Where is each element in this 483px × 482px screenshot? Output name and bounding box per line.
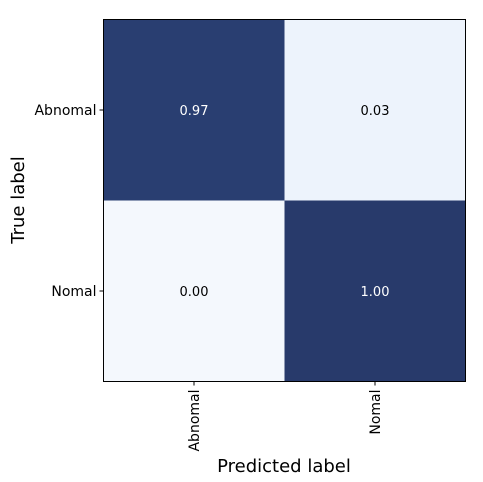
x-tick-label: Abnomal — [187, 390, 203, 452]
y-tick-label: Nomal — [51, 284, 96, 300]
axis-ticks: Abnomal Nomal Abnomal Nomal — [34, 103, 384, 452]
cell-value-label: 0.00 — [180, 285, 209, 300]
heatmap-cell — [284, 19, 466, 201]
x-tick-label: Nomal — [368, 390, 384, 435]
plot-frame — [103, 19, 466, 382]
cell-value-label: 0.03 — [361, 104, 390, 119]
y-tick-label: Abnomal — [34, 103, 96, 119]
cell-value-label: 0.97 — [180, 104, 209, 119]
cell-value-label: 1.00 — [361, 285, 390, 300]
heatmap-cells: 0.97 0.03 0.00 1.00 — [103, 19, 466, 382]
heatmap-cell — [284, 200, 466, 382]
heatmap-cell — [103, 200, 285, 382]
heatmap-cell — [103, 19, 285, 201]
x-axis-title: Predicted label — [217, 456, 351, 477]
y-axis-title: True label — [8, 156, 29, 245]
